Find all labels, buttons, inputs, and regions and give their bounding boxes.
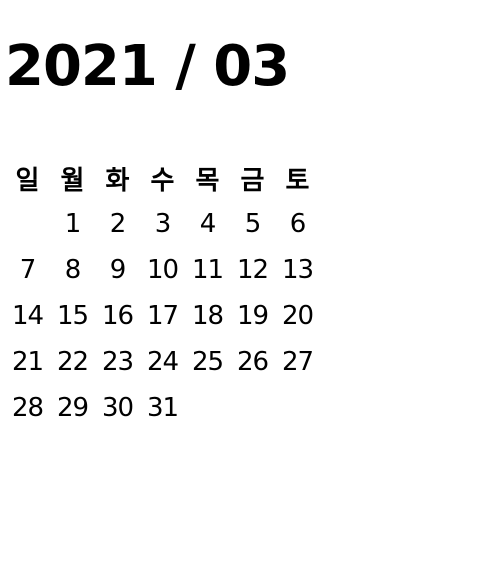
day-cell: 15 — [56, 301, 89, 331]
day-cell: 30 — [101, 393, 134, 423]
day-cell: 2 — [109, 209, 127, 239]
day-cell: 24 — [146, 347, 179, 377]
day-cell: 29 — [56, 393, 89, 423]
day-cell: 8 — [64, 255, 82, 285]
week-row: 14 15 16 17 18 19 20 — [5, 293, 320, 339]
day-cell: 25 — [191, 347, 224, 377]
day-cell: 10 — [146, 255, 179, 285]
day-cell: 31 — [146, 393, 179, 423]
week-row: 7 8 9 10 11 12 13 — [5, 247, 320, 293]
day-cell: 18 — [191, 301, 224, 331]
week-row: 1 2 3 4 5 6 — [5, 201, 320, 247]
calendar-grid: 일 월 화 수 목 금 토 1 2 3 4 5 6 7 8 9 10 11 12… — [5, 155, 320, 431]
weekday-thursday: 목 — [195, 165, 220, 196]
day-cell: 17 — [146, 301, 179, 331]
weekday-wednesday: 수 — [150, 165, 175, 196]
day-cell: 6 — [289, 209, 307, 239]
day-cell: 26 — [236, 347, 269, 377]
day-cell — [275, 385, 320, 431]
day-cell: 14 — [11, 301, 44, 331]
day-cell: 22 — [56, 347, 89, 377]
day-cell: 16 — [101, 301, 134, 331]
day-cell: 13 — [281, 255, 314, 285]
day-cell: 5 — [244, 209, 262, 239]
week-row: 21 22 23 24 25 26 27 — [5, 339, 320, 385]
month-title: 2021 / 03 — [5, 34, 290, 99]
day-cell: 7 — [19, 255, 37, 285]
day-cell — [5, 201, 50, 247]
weekday-saturday: 토 — [285, 165, 310, 196]
day-cell: 19 — [236, 301, 269, 331]
day-cell: 23 — [101, 347, 134, 377]
day-cell — [185, 385, 230, 431]
weekday-sunday: 일 — [15, 165, 40, 196]
day-cell: 12 — [236, 255, 269, 285]
day-cell: 28 — [11, 393, 44, 423]
day-cell: 27 — [281, 347, 314, 377]
weekday-friday: 금 — [240, 165, 265, 196]
day-cell: 9 — [109, 255, 127, 285]
day-cell: 4 — [199, 209, 217, 239]
weekday-tuesday: 화 — [105, 165, 130, 196]
day-cell — [230, 385, 275, 431]
day-cell: 3 — [154, 209, 172, 239]
day-cell: 21 — [11, 347, 44, 377]
weekday-monday: 월 — [60, 165, 85, 196]
day-cell: 20 — [281, 301, 314, 331]
week-row: 28 29 30 31 — [5, 385, 320, 431]
day-cell: 11 — [191, 255, 224, 285]
weekday-header-row: 일 월 화 수 목 금 토 — [5, 155, 320, 201]
day-cell: 1 — [64, 209, 82, 239]
